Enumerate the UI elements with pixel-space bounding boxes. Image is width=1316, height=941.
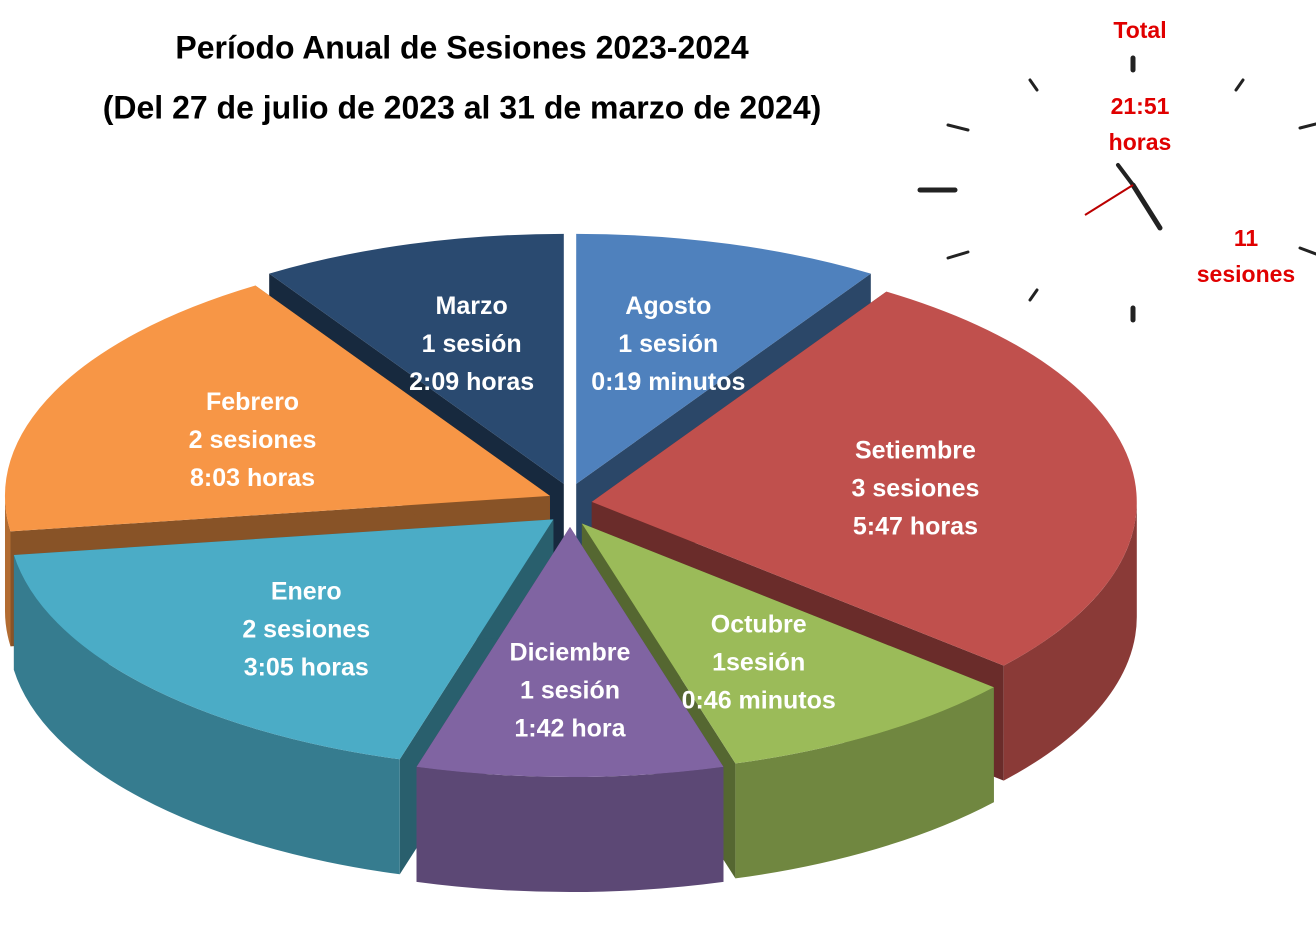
slice-duration: 1:42 hora [514,715,626,743]
total-label: Total [1113,17,1166,43]
slice [581,523,994,764]
slice-value-label: 1 sesión [618,330,718,358]
slice [4,285,550,532]
clock-tick [1028,78,1039,92]
clock-hand [1084,184,1134,216]
slice [416,527,724,778]
clock-tick [946,250,970,260]
slice-value-label: 1 sesión [422,330,522,358]
slice-value-label: 2 sesiones [189,426,317,454]
clock-tick [1298,246,1316,256]
clock: Total 21:51 horas 11 sesiones [917,17,1316,323]
slice-wall [416,766,724,893]
slice-label: Enero [271,578,342,606]
slice [13,519,554,760]
slice-duration: 2:09 horas [409,368,534,396]
slice-label: Diciembre [510,639,631,667]
slice-value-label: 1sesión [712,649,805,677]
slice-duration: 8:03 horas [190,464,315,492]
clock-tick [1028,288,1039,302]
clock-hand [1116,163,1135,187]
slice-label: Marzo [436,292,508,320]
slice-label: Agosto [625,292,711,320]
slice [576,233,871,484]
slice [591,291,1137,666]
clock-tick [1234,78,1245,92]
slice-wall [1003,501,1137,781]
slice-wall [735,687,994,879]
chart-subtitle: (Del 27 de julio de 2023 al 31 de marzo … [103,89,822,125]
slice-value-label: 2 sesiones [242,616,370,644]
slice-label: Octubre [711,611,807,639]
chart-title: Período Anual de Sesiones 2023-2024 [175,29,748,65]
slice-wall [13,555,400,875]
slice-wall [4,495,11,647]
slice-label: Febrero [206,388,299,416]
slice-duration: 0:19 minutos [591,368,745,396]
total-sessions: 11 [1234,225,1259,251]
slice-value-label: 3 sesiones [852,474,980,502]
clock-tick [1298,122,1316,130]
clock-tick [946,123,970,132]
slice-duration: 5:47 horas [853,512,978,540]
pie [4,233,1137,893]
slice-duration: 0:46 minutos [682,687,836,715]
total-hours: 21:51 [1111,93,1170,119]
total-hours-unit: horas [1109,129,1172,155]
slice-value-label: 1 sesión [520,677,620,705]
slice-label: Setiembre [855,436,976,464]
clock-hand [1130,182,1163,231]
slice [269,233,564,484]
total-sessions-unit: sesiones [1197,261,1295,287]
slice-duration: 3:05 horas [244,654,369,682]
labels: Agosto 1 sesión 0:19 minutos Setiembre 3 ses… [189,292,980,743]
